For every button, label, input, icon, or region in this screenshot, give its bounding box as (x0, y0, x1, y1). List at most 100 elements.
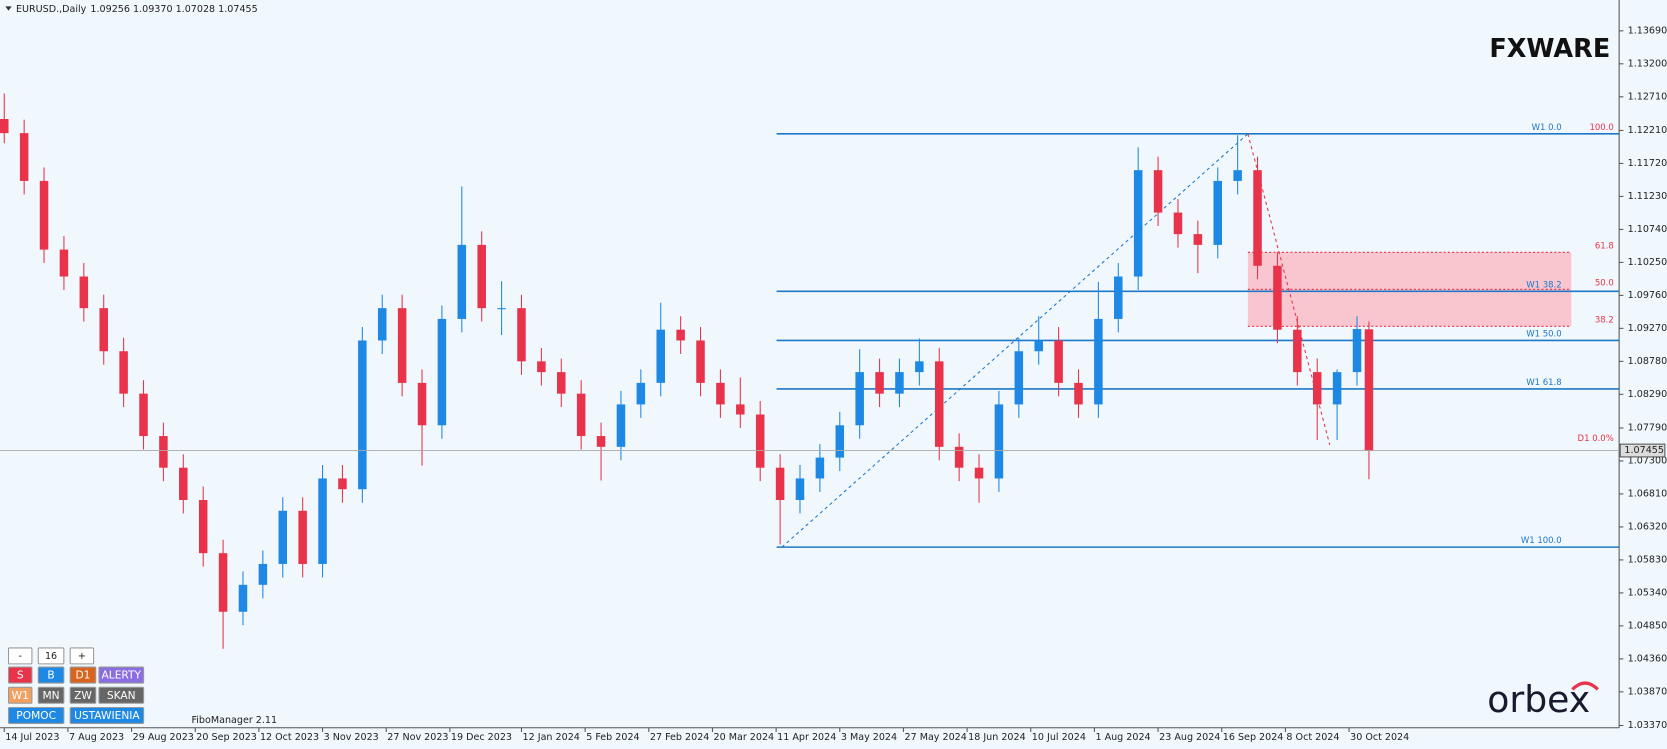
candle-body (198, 500, 208, 554)
x-tick-label: 20 Sep 2023 (196, 732, 257, 743)
x-tick-label: 11 Apr 2024 (777, 732, 836, 743)
fib-label: W1 100.0 (1521, 536, 1562, 546)
x-tick-label: 3 May 2024 (841, 732, 897, 743)
candle-body (1293, 329, 1302, 373)
candle-body (1233, 170, 1242, 181)
candle-body (716, 382, 725, 405)
y-tick-label: 1.04850 (1628, 620, 1667, 631)
candle-body (338, 478, 347, 490)
button[interactable]: ALERTY (98, 666, 145, 684)
zoom-plus-bg (69, 647, 95, 665)
fib-label: 100.0 (1589, 123, 1613, 133)
button[interactable]: D1 (69, 666, 97, 684)
x-tick-label: 12 Oct 2023 (260, 732, 319, 743)
y-tick-label: 1.10740 (1628, 224, 1667, 235)
button-label: S (17, 669, 24, 682)
button-bg (98, 666, 145, 684)
x-tick-label: 1 Aug 2024 (1095, 732, 1150, 743)
button[interactable]: SKAN (98, 686, 145, 704)
button-bg (69, 686, 97, 704)
candle-body (915, 361, 924, 373)
button-label: ALERTY (102, 669, 142, 682)
candle-body (1173, 212, 1183, 235)
candle-body (895, 372, 904, 394)
candle-body (517, 308, 526, 362)
button-label: D1 (76, 669, 91, 682)
zoom-value[interactable]: 16 (37, 647, 65, 665)
candle-body (477, 244, 486, 309)
candle-body (377, 308, 387, 341)
candle-body (278, 510, 288, 564)
fib-label: W1 38.2 (1526, 280, 1561, 290)
ohlc: 1.09256 1.09370 1.07028 1.07455 (90, 4, 257, 15)
zoom-plus-label: + (78, 651, 86, 662)
y-tick-label: 1.07300 (1628, 455, 1667, 466)
button-label: ZW (74, 689, 92, 702)
candle-body (1193, 234, 1203, 245)
button[interactable]: S (7, 666, 33, 684)
button-bg (98, 686, 145, 704)
candle-body (318, 478, 327, 564)
fib-label: W1 61.8 (1526, 378, 1561, 388)
fib-label: 61.8 (1595, 241, 1614, 251)
button-bg (7, 706, 65, 724)
zoom-plus[interactable]: + (69, 647, 95, 665)
candle-body (1034, 340, 1043, 352)
candle-body (99, 308, 108, 352)
fib-label: D1 0.0% (1578, 434, 1614, 444)
candle-body (1153, 170, 1163, 213)
x-tick-label: 8 Oct 2024 (1286, 732, 1339, 743)
candle-body (218, 553, 228, 612)
fib-label: W1 0.0 (1532, 123, 1562, 133)
x-tick-label: 14 Jul 2023 (5, 732, 59, 743)
button-bg (7, 666, 33, 684)
zoom-minus[interactable]: - (7, 647, 33, 665)
button[interactable]: B (37, 666, 65, 684)
y-tick-label: 1.07790 (1628, 422, 1667, 433)
button-bg (37, 686, 65, 704)
zoom-value-label: 16 (45, 651, 57, 662)
button-label: SKAN (107, 689, 136, 702)
candle-body (1332, 372, 1342, 405)
candle-body (795, 478, 805, 501)
symbol: EURUSD.,Daily (16, 4, 87, 15)
x-tick-label: 30 Oct 2024 (1350, 732, 1409, 743)
button[interactable]: MN (37, 686, 65, 704)
x-tick-label: 12 Jan 2024 (523, 732, 580, 743)
candle-body (1133, 170, 1143, 277)
button[interactable]: ZW (69, 686, 97, 704)
candle-body (596, 436, 606, 447)
button[interactable]: USTAWIENIA (69, 706, 145, 724)
candle-body (875, 372, 884, 394)
candle-body (1364, 329, 1374, 451)
candle-body (159, 436, 168, 468)
candle-body (815, 457, 825, 479)
candle-body (557, 372, 566, 394)
candle-body (696, 340, 705, 383)
candle-body (1014, 351, 1024, 405)
candle-body (576, 393, 586, 437)
fib-label: W1 50.0 (1526, 330, 1561, 340)
y-tick-label: 1.04360 (1628, 653, 1667, 664)
candle-body (258, 563, 268, 585)
x-tick-label: 16 Sep 2024 (1223, 732, 1284, 743)
logo-accent (1571, 681, 1599, 691)
candle-body (59, 249, 69, 277)
logo-fxware: FXWARE (1489, 34, 1610, 64)
y-tick-label: 1.05830 (1628, 554, 1667, 565)
candle-body (39, 180, 49, 250)
x-tick-label: 20 Mar 2024 (714, 732, 775, 743)
y-tick-label: 1.12210 (1628, 125, 1667, 136)
candle-body (656, 329, 665, 383)
button[interactable]: POMOC (7, 706, 65, 724)
button-bg (69, 706, 145, 724)
candle-body (1213, 180, 1223, 245)
zoom-value-bg (37, 647, 65, 665)
candle-body (616, 404, 626, 447)
button[interactable]: W1 (7, 686, 33, 704)
x-tick-label: 3 Nov 2023 (324, 732, 379, 743)
zoom-minus-bg (7, 647, 33, 665)
x-tick-label: 19 Dec 2023 (451, 732, 512, 743)
